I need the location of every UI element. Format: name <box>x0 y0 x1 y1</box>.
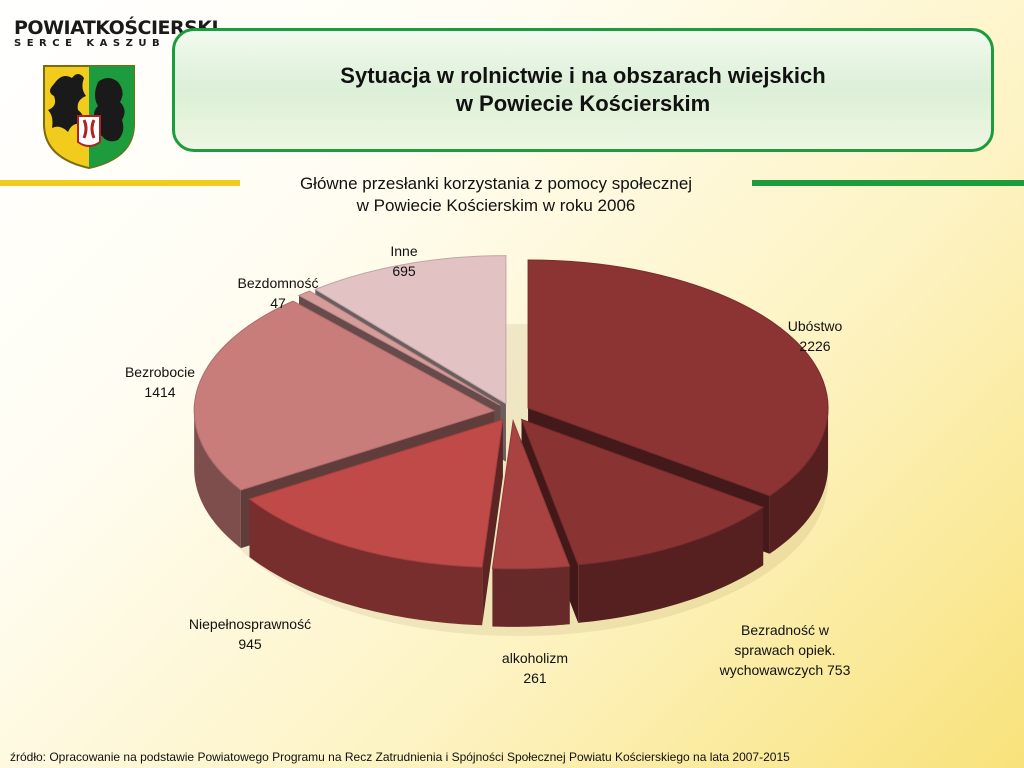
title-line-2: w Powiecie Kościerskim <box>455 91 711 116</box>
title-line-1: Sytuacja w rolnictwie i na obszarach wie… <box>340 63 826 88</box>
chart-title-line-1: Główne przesłanki korzystania z pomocy s… <box>299 174 693 193</box>
chart-title: Główne przesłanki korzystania z pomocy s… <box>240 173 752 217</box>
data-label: Bezrobocie 1414 <box>125 364 195 400</box>
data-label: Bezdomność 47 <box>238 275 319 311</box>
data-label: Inne 695 <box>390 243 417 279</box>
pie-slice <box>248 418 504 626</box>
data-label: Bezradność w sprawach opiek. wychowawczych… <box>719 622 851 678</box>
source-note: źródło: Opracowanie na podstawie Powiato… <box>10 750 790 764</box>
data-label: Ubóstwo 2226 <box>788 318 843 354</box>
green-stripe <box>752 180 1024 186</box>
logo-tagline: SERCE KASZUB <box>14 38 166 49</box>
page-title: Sytuacja w rolnictwie i na obszarach wie… <box>340 62 825 118</box>
chart-title-line-2: w Powiecie Kościerskim w roku 2006 <box>356 196 636 215</box>
pie-slice <box>491 418 571 627</box>
coat-of-arms-icon <box>43 65 135 170</box>
title-box: Sytuacja w rolnictwie i na obszarach wie… <box>172 28 994 152</box>
data-label: Niepełnosprawność 945 <box>189 616 311 652</box>
yellow-stripe <box>0 180 240 186</box>
data-label: alkoholizm 261 <box>502 650 568 686</box>
